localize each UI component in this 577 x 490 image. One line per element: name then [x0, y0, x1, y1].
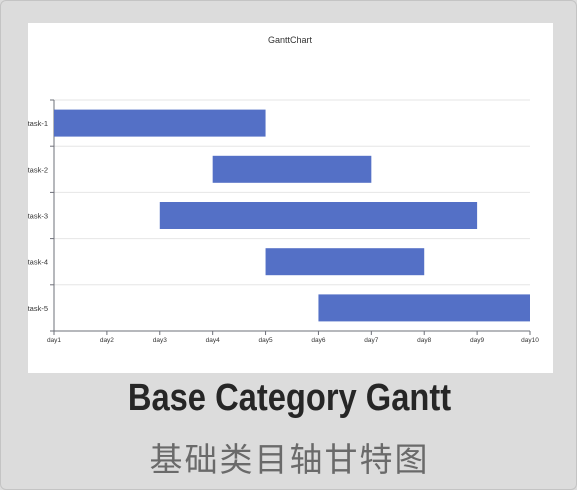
y-tick-label: task-5	[28, 304, 48, 313]
x-tick-label: day2	[100, 337, 114, 344]
y-tick-label: task-3	[28, 212, 48, 221]
x-tick-label: day3	[153, 337, 167, 344]
x-tick-label: day8	[417, 337, 431, 344]
y-axis-labels: task-1 task-2 task-3 task-4 task-5	[28, 119, 48, 313]
chart-title: GanttChart	[268, 35, 313, 45]
split-lines	[54, 99, 530, 286]
gantt-bar-task-5[interactable]	[318, 294, 530, 322]
gantt-bar-task-4[interactable]	[265, 248, 425, 276]
x-tick-label: day6	[311, 337, 325, 344]
axis-lines	[50, 99, 531, 335]
x-tick-label: day1	[47, 337, 61, 344]
x-tick-label: day4	[206, 337, 220, 344]
y-tick-label: task-2	[28, 165, 48, 174]
y-tick-label: task-1	[28, 119, 48, 128]
x-axis-labels: day1 day2 day3 day4 day5 day6 day7 day8 day9 day1…	[47, 337, 539, 344]
caption-title-en: Base Category Gantt	[127, 377, 452, 419]
gantt-bars	[54, 109, 530, 322]
x-tick-label: day9	[470, 337, 484, 344]
gantt-bar-task-1[interactable]	[54, 109, 266, 137]
caption-title-zh: 基础类目轴甘特图	[149, 440, 430, 479]
gantt-bar-task-3[interactable]	[159, 202, 478, 229]
x-tick-label: day5	[259, 337, 273, 344]
chart-panel: GanttChart task-1 task-2 task-3 task-4 task-…	[28, 23, 553, 373]
y-tick-label: task-4	[28, 258, 48, 267]
x-tick-label: day10	[521, 337, 539, 344]
x-tick-label: day7	[364, 337, 378, 344]
gantt-bar-task-2[interactable]	[212, 155, 372, 183]
gantt-chart: GanttChart task-1task-2task-3task-4task-…	[28, 35, 539, 344]
